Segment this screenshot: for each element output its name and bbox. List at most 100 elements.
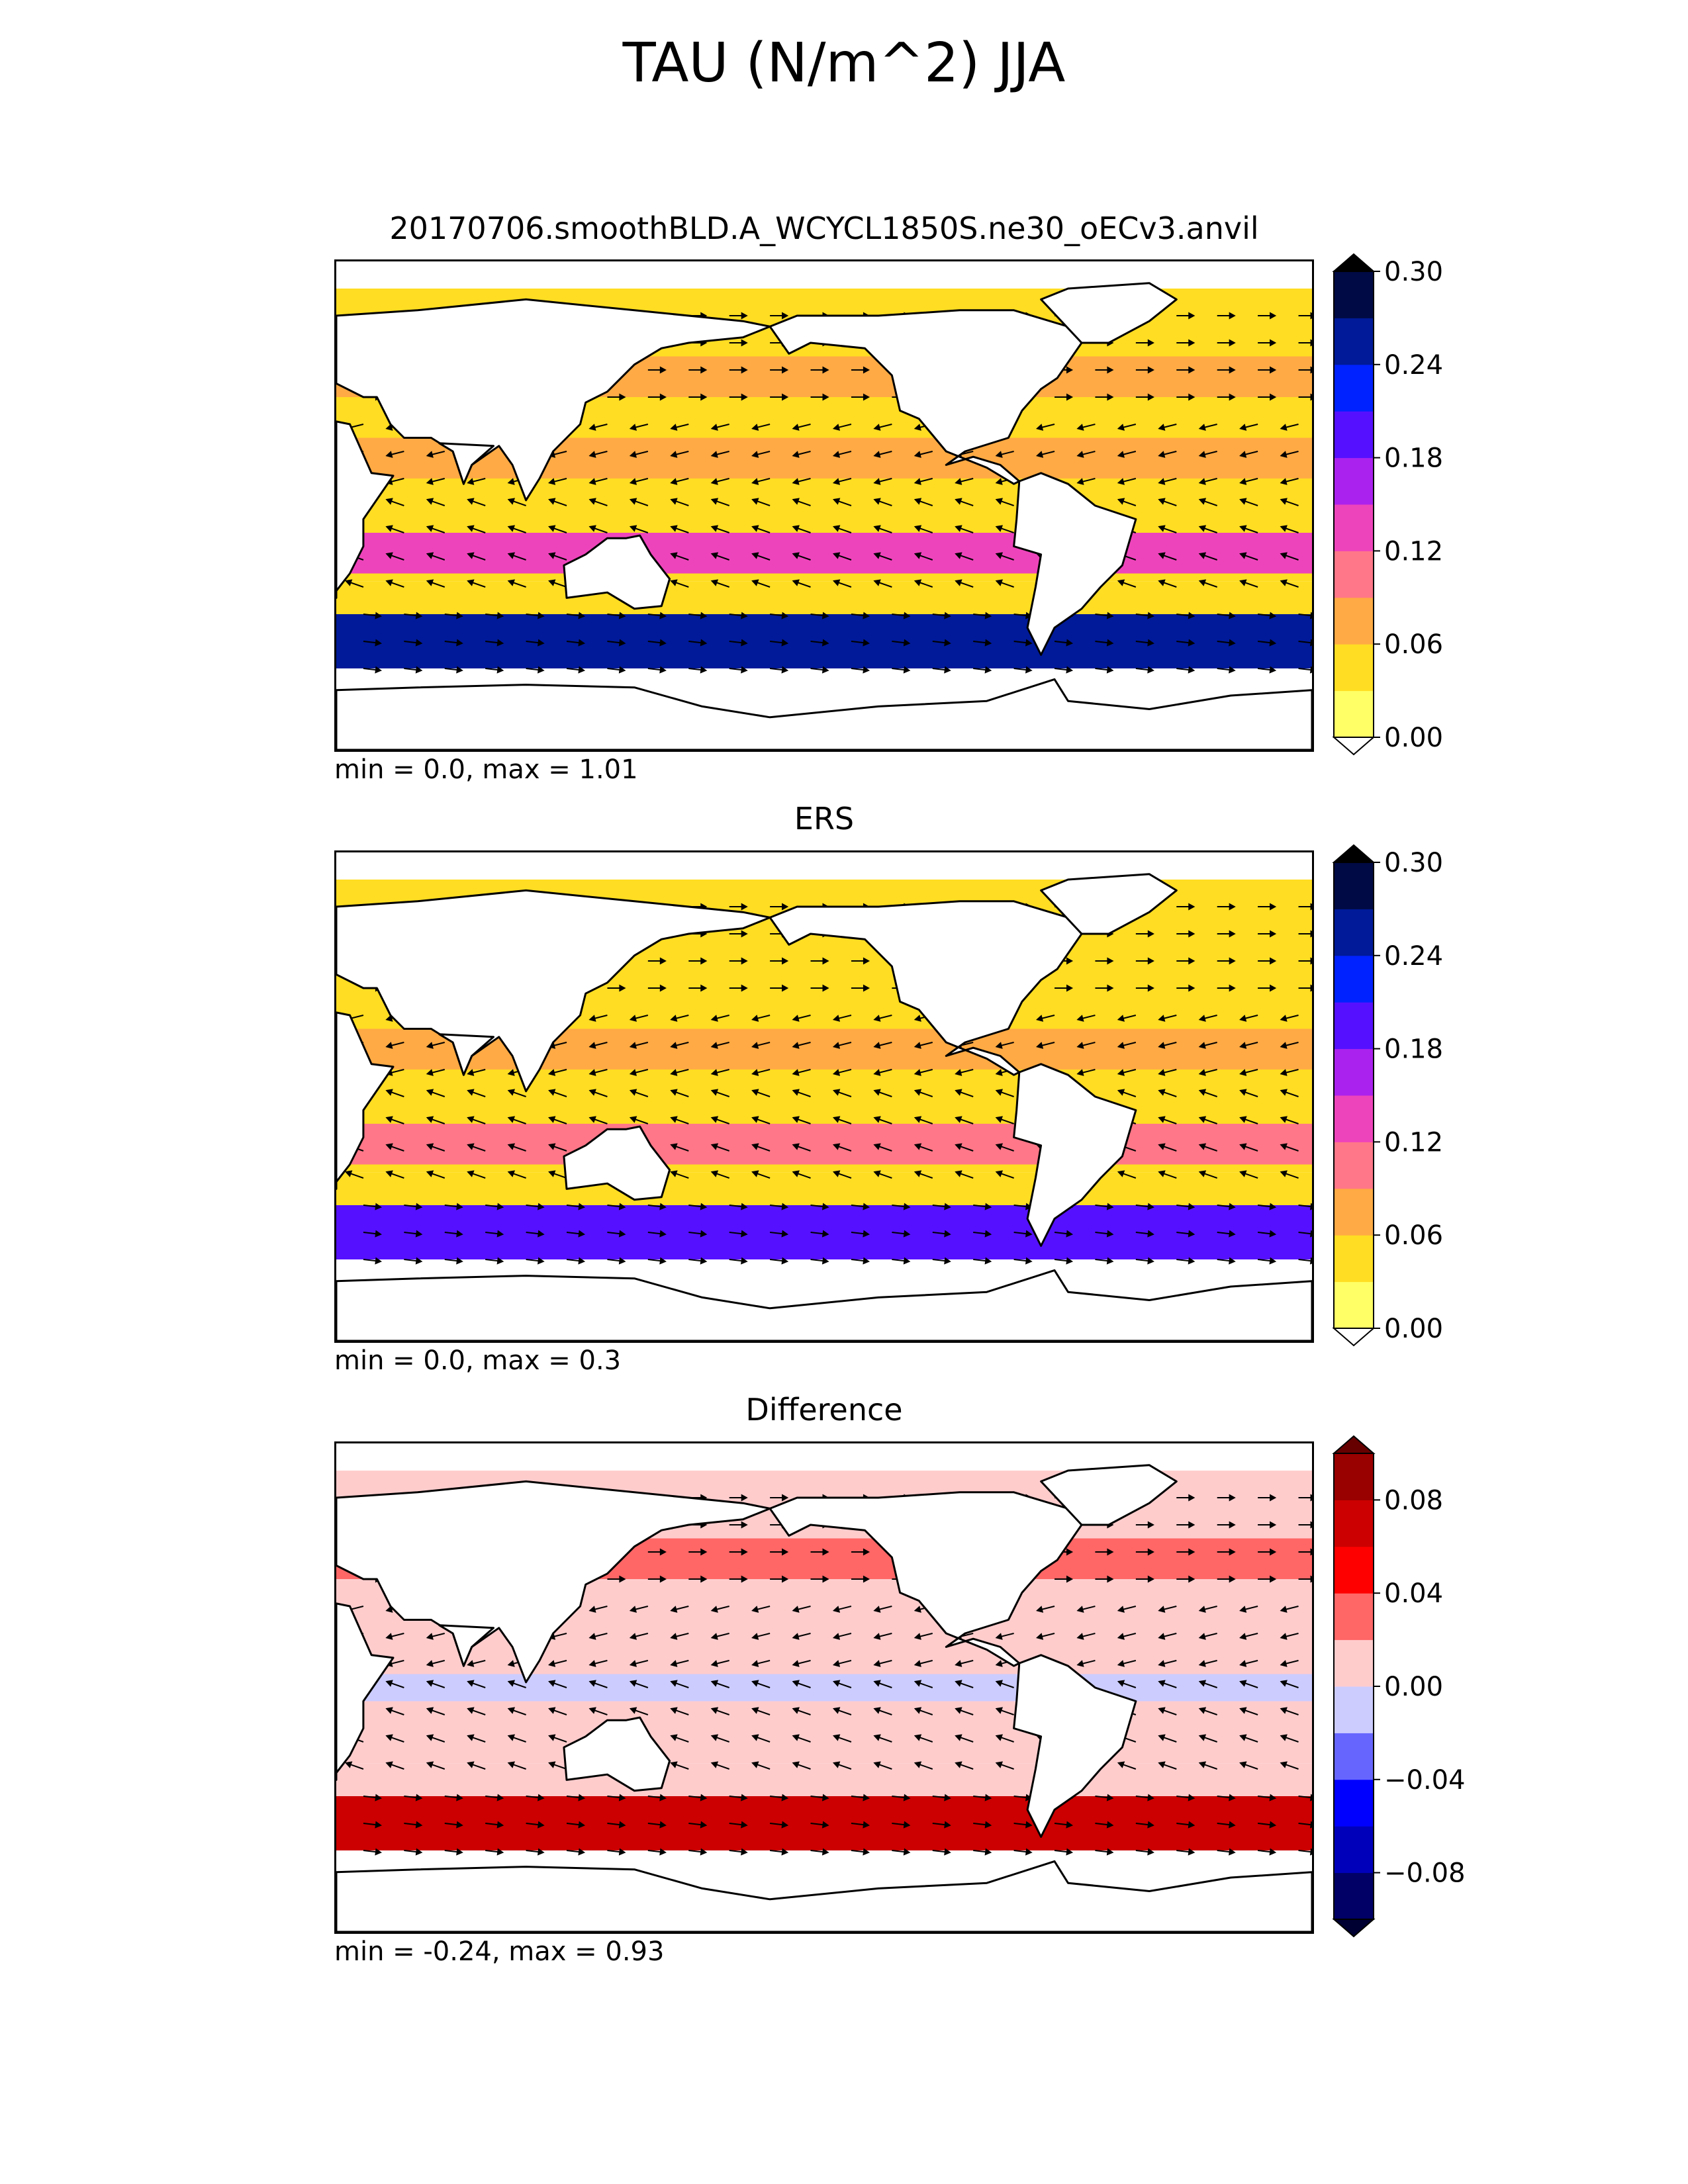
panel-3-colorbar: 0.08 0.04 0.00 −0.04 −0.08	[1332, 1435, 1466, 1938]
landmass-south-america	[1013, 1063, 1137, 1247]
landmass-south-america	[1013, 472, 1137, 656]
colorbar-swatch	[1334, 690, 1374, 738]
figure-title: TAU (N/m^2) JJA	[622, 32, 1066, 95]
colorbar-frame	[1333, 271, 1374, 738]
colorbar-tick-label: 0.06	[1384, 629, 1443, 660]
colorbar-swatch	[1334, 504, 1374, 551]
landmass-australia	[563, 1125, 671, 1201]
colorbar-swatch	[1334, 1686, 1374, 1733]
colorbar-tick-label: 0.00	[1384, 723, 1443, 753]
landmass-india	[438, 1624, 494, 1667]
colorbar-swatch	[1334, 1453, 1374, 1500]
colorbar-over-triangle	[1332, 253, 1376, 272]
colorbar-swatch	[1334, 1779, 1374, 1827]
landmass-north-america	[769, 1491, 1083, 1667]
panel-2-colorbar: 0.00 0.06 0.12 0.18 0.24 0.30	[1332, 844, 1443, 1347]
colorbar-tick-label: 0.18	[1384, 443, 1443, 474]
landmass-eurasia	[336, 889, 771, 1093]
colorbar-swatch	[1334, 551, 1374, 598]
panel-1-stats: min = 0.0, max = 1.01	[334, 754, 638, 785]
band-gap-5	[336, 1782, 1312, 1796]
band-5	[336, 1172, 1312, 1192]
colorbar-tick-label: 0.06	[1384, 1220, 1443, 1251]
colorbar-swatch	[1334, 457, 1374, 505]
colorbar-swatch	[1334, 1826, 1374, 1874]
colorbar-tick-label: 0.04	[1384, 1578, 1443, 1609]
colorbar-swatch	[1334, 955, 1374, 1003]
band-gap-3	[336, 1701, 1312, 1715]
colorbar-under-triangle	[1332, 1919, 1376, 1938]
colorbar-tick-label: 0.00	[1384, 1672, 1443, 1702]
colorbar-swatch	[1334, 1048, 1374, 1096]
colorbar-tick-label: 0.12	[1384, 1127, 1443, 1158]
colorbar-swatch	[1334, 1546, 1374, 1594]
colorbar-over-triangle	[1332, 1435, 1376, 1454]
band-3	[336, 1083, 1312, 1111]
colorbar-swatch	[1334, 862, 1374, 909]
landmass-australia	[563, 1716, 671, 1792]
colorbar-swatch	[1334, 1142, 1374, 1189]
band-4	[336, 1124, 1312, 1165]
landmass-antarctica	[336, 1269, 1312, 1341]
colorbar-tick-label: 0.00	[1384, 1314, 1443, 1344]
landmass-north-america	[769, 309, 1083, 485]
band-gap-3	[336, 1110, 1312, 1124]
band-gap-4	[336, 1755, 1312, 1764]
landmass-india	[438, 1033, 494, 1076]
colorbar-swatch	[1334, 1002, 1374, 1050]
colorbar-swatch	[1334, 1095, 1374, 1142]
colorbar-swatch	[1334, 364, 1374, 412]
band-3	[336, 1674, 1312, 1702]
panel-2-title: ERS	[794, 801, 855, 837]
colorbar-swatch	[1334, 271, 1374, 318]
colorbar-tick-label: 0.08	[1384, 1485, 1443, 1516]
panel-3-map	[334, 1441, 1314, 1934]
band-5	[336, 581, 1312, 601]
landmass-eurasia	[336, 1480, 771, 1684]
landmass-africa	[336, 420, 395, 599]
colorbar-frame	[1333, 862, 1374, 1329]
landmass-north-america	[769, 900, 1083, 1076]
landmass-india	[438, 442, 494, 485]
band-3	[336, 492, 1312, 520]
panel-2-map	[334, 850, 1314, 1343]
panel-3-stats: min = -0.24, max = 0.93	[334, 1936, 665, 1967]
colorbar-over-triangle	[1332, 844, 1376, 863]
colorbar-swatch	[1334, 1639, 1374, 1687]
landmass-eurasia	[336, 298, 771, 502]
band-gap-5	[336, 600, 1312, 614]
panel-2-stats: min = 0.0, max = 0.3	[334, 1345, 622, 1376]
panel-3-title: Difference	[745, 1392, 903, 1428]
band-gap-4	[336, 573, 1312, 582]
north-no-data	[336, 261, 1312, 289]
landmass-antarctica	[336, 1860, 1312, 1932]
landmass-greenland	[1040, 873, 1178, 935]
band-gap-5	[336, 1191, 1312, 1205]
colorbar-swatch	[1334, 909, 1374, 956]
north-no-data	[336, 852, 1312, 880]
colorbar-under-triangle	[1332, 1328, 1376, 1347]
colorbar-tick-label: 0.24	[1384, 350, 1443, 381]
colorbar-tick-label: 0.24	[1384, 941, 1443, 972]
colorbar-tick-label: −0.08	[1384, 1858, 1466, 1889]
landmass-antarctica	[336, 678, 1312, 750]
colorbar-swatch	[1334, 1593, 1374, 1641]
landmass-africa	[336, 1011, 395, 1190]
colorbar-under-triangle	[1332, 737, 1376, 756]
landmass-greenland	[1040, 282, 1178, 344]
colorbar-swatch	[1334, 411, 1374, 459]
panel-1-colorbar: 0.00 0.06 0.12 0.18 0.24 0.30	[1332, 253, 1443, 756]
panel-1-map	[334, 259, 1314, 752]
colorbar-swatch	[1334, 318, 1374, 365]
landmass-south-america	[1013, 1654, 1137, 1838]
landmass-greenland	[1040, 1464, 1178, 1526]
colorbar-tick-label: 0.12	[1384, 536, 1443, 567]
band-4	[336, 1715, 1312, 1756]
colorbar-swatch	[1334, 1281, 1374, 1329]
colorbar-tick-label: 0.18	[1384, 1034, 1443, 1065]
colorbar-swatch	[1334, 1500, 1374, 1547]
landmass-australia	[563, 534, 671, 610]
colorbar-swatch	[1334, 1733, 1374, 1780]
colorbar-swatch	[1334, 1872, 1374, 1920]
north-no-data	[336, 1443, 1312, 1471]
